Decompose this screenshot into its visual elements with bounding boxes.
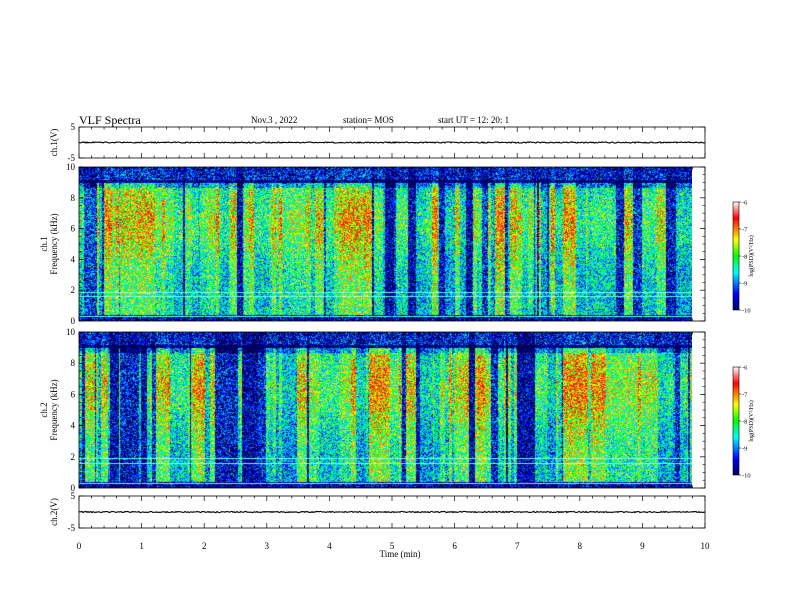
figure-title: VLF Spectra <box>79 113 141 127</box>
y-tick-label: 2 <box>71 285 76 295</box>
y-tick-label: 10 <box>66 327 76 337</box>
y-tick-label: 0 <box>71 316 76 326</box>
colorbar-gradient <box>732 201 740 311</box>
waveform-trace <box>78 510 706 514</box>
y-tick-label: -5 <box>68 523 76 533</box>
y-axis-label: ch.2(V) <box>49 498 59 526</box>
station-label: station= MOS <box>343 115 394 125</box>
y-axis-label-line: ch.2 <box>39 402 49 417</box>
colorbar-tick-label: -8 <box>742 419 747 426</box>
colorbar-tick-label: -7 <box>742 392 748 399</box>
ch2-spectrogram-image <box>79 332 692 488</box>
y-axis-label-line: ch.1 <box>39 236 49 251</box>
y-tick-label: 10 <box>66 162 76 172</box>
colorbar-label: log(PSD)(V²/Hz) <box>748 400 755 441</box>
y-axis-label-text: ch.1(V) <box>49 129 59 157</box>
ch2-colorbar: -6 -7 -8 -9 -10 log(PSD)(V²/Hz) <box>732 365 755 480</box>
x-tick-label: 6 <box>452 541 457 551</box>
ch1-waveform-panel: 5 -5 ch.1(V) <box>49 122 706 163</box>
y-tick-label: 8 <box>71 358 76 368</box>
colorbar-tick-label: -8 <box>742 254 747 261</box>
y-axis-label-line: ch.1(V) <box>49 129 59 157</box>
y-tick-label: 6 <box>71 389 76 399</box>
ch2-spectrogram-panel: 0 2 4 6 8 10 ch.2Frequency (kHz) <box>39 327 706 493</box>
colorbar-tick-label: -9 <box>742 281 747 288</box>
colorbar-gradient <box>732 366 740 476</box>
colorbar-tick-label: -10 <box>742 308 751 315</box>
x-tick-label: 0 <box>77 541 82 551</box>
y-axis-label-text: ch.2(V) <box>49 498 59 526</box>
colorbar-tick-label: -6 <box>742 365 748 372</box>
x-axis-label: Time (min) <box>380 549 421 559</box>
ch1-spectrogram-image <box>79 167 692 321</box>
x-tick-label: 5 <box>390 541 395 551</box>
x-tick-label: 3 <box>265 541 270 551</box>
x-tick-label: 10 <box>701 541 711 551</box>
y-tick-label: 6 <box>71 224 76 234</box>
y-axis-label: ch.1(V) <box>49 129 59 157</box>
y-tick-label: 5 <box>71 122 76 132</box>
y-axis-label-text: ch.2Frequency (kHz) <box>39 379 59 440</box>
x-tick-label: 7 <box>515 541 520 551</box>
colorbar-tick-label: -10 <box>742 473 751 480</box>
y-axis-label-line: Frequency (kHz) <box>49 213 59 274</box>
colorbar-label-text: log(PSD)(V²/Hz) <box>748 235 755 276</box>
y-tick-label: 8 <box>71 193 76 203</box>
x-tick-label: 8 <box>578 541 583 551</box>
ch1-spectrogram-panel: 0 2 4 6 8 10 ch.1Frequency (kHz) <box>39 162 706 326</box>
y-axis-label-line: ch.2(V) <box>49 498 59 526</box>
ch1-colorbar: -6 -7 -8 -9 -10 log(PSD)(V²/Hz) <box>732 200 755 315</box>
waveform-trace <box>78 141 706 144</box>
colorbar-label-text: log(PSD)(V²/Hz) <box>748 400 755 441</box>
y-tick-label: 0 <box>71 483 76 493</box>
start-ut-label: start UT = 12: 20: 1 <box>438 115 509 125</box>
x-tick-label: 9 <box>640 541 645 551</box>
time-axis: 0 1 2 3 4 5 6 7 8 9 10 <box>77 541 710 551</box>
colorbar-tick-label: -7 <box>742 227 748 234</box>
colorbar-tick-label: -6 <box>742 200 748 207</box>
y-tick-label: 2 <box>71 452 76 462</box>
colorbar-tick-label: -9 <box>742 446 747 453</box>
date-label: Nov.3 , 2022 <box>251 115 297 125</box>
y-axis-label: ch.2Frequency (kHz) <box>39 379 59 440</box>
y-axis-label: ch.1Frequency (kHz) <box>39 213 59 274</box>
colorbar-label: log(PSD)(V²/Hz) <box>748 235 755 276</box>
x-tick-label: 1 <box>139 541 144 551</box>
y-tick-label: 4 <box>71 421 76 431</box>
y-axis-label-line: Frequency (kHz) <box>49 379 59 440</box>
x-tick-label: 2 <box>202 541 207 551</box>
x-tick-label: 4 <box>327 541 332 551</box>
ch2-waveform-panel: 5 -5 ch.2(V) <box>49 491 706 533</box>
y-tick-label: 5 <box>71 491 76 501</box>
y-axis-label-text: ch.1Frequency (kHz) <box>39 213 59 274</box>
y-tick-label: -5 <box>68 153 76 163</box>
y-tick-label: 4 <box>71 254 76 264</box>
